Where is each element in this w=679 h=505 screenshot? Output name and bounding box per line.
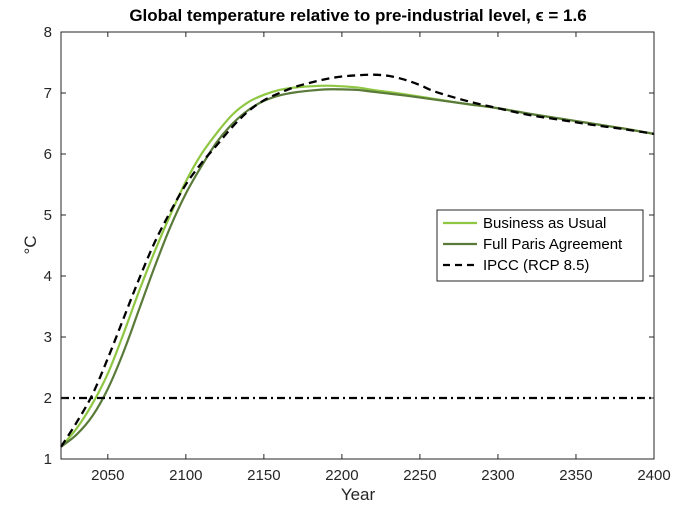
- x-tick-label: 2300: [481, 467, 514, 484]
- y-tick-label: 5: [44, 207, 52, 224]
- chart-title: Global temperature relative to pre-indus…: [129, 6, 586, 25]
- x-axis-label: Year: [341, 485, 376, 504]
- y-tick-label: 3: [44, 329, 52, 346]
- x-axis: 2050 2100 2150 2200 2250 2300 2350 2400: [91, 32, 671, 484]
- y-axis-label: °C: [21, 235, 40, 254]
- x-tick-label: 2400: [637, 467, 670, 484]
- y-tick-label: 2: [44, 390, 52, 407]
- x-tick-label: 2350: [559, 467, 592, 484]
- x-tick-label: 2150: [247, 467, 280, 484]
- x-tick-label: 2200: [325, 467, 358, 484]
- y-tick-label: 6: [44, 146, 52, 163]
- y-tick-label: 7: [44, 85, 52, 102]
- legend: Business as Usual Full Paris Agreement IPC…: [436, 209, 644, 282]
- x-tick-label: 2100: [169, 467, 202, 484]
- x-tick-label: 2250: [403, 467, 436, 484]
- x-tick-label: 2050: [91, 467, 124, 484]
- legend-label: Business as Usual: [483, 215, 606, 232]
- y-tick-label: 8: [44, 24, 52, 41]
- series-line-2: [60, 73, 655, 448]
- y-axis: 1 2 3 4 5 6 7 8: [44, 24, 654, 468]
- legend-box: [436, 209, 644, 282]
- y-tick-label: 4: [44, 268, 52, 285]
- y-tick-label: 1: [44, 451, 52, 468]
- legend-label: Full Paris Agreement: [483, 236, 623, 253]
- legend-label: IPCC (RCP 8.5): [483, 257, 589, 274]
- plot-area-frame: [60, 31, 655, 460]
- plot-lines: [60, 73, 655, 448]
